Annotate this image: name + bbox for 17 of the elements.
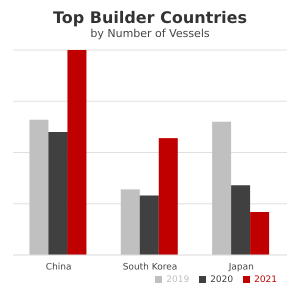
- legend-label: 2020: [210, 275, 234, 285]
- bar: [67, 50, 86, 255]
- bar: [120, 189, 140, 255]
- x-tick-label: South Korea: [122, 262, 178, 272]
- legend-label: 2019: [166, 275, 190, 285]
- bar: [158, 138, 178, 255]
- x-tick-label: Japan: [228, 262, 254, 272]
- bar: [212, 122, 232, 255]
- x-tick-label: China: [46, 262, 72, 272]
- chart-title: Top Builder Countries: [52, 8, 248, 27]
- legend-label: 2021: [254, 275, 277, 285]
- bar: [140, 196, 159, 255]
- bar: [231, 185, 250, 255]
- bar: [48, 132, 68, 255]
- chart-subtitle: by Number of Vessels: [89, 27, 211, 40]
- bar: [250, 212, 270, 255]
- bar: [29, 120, 48, 255]
